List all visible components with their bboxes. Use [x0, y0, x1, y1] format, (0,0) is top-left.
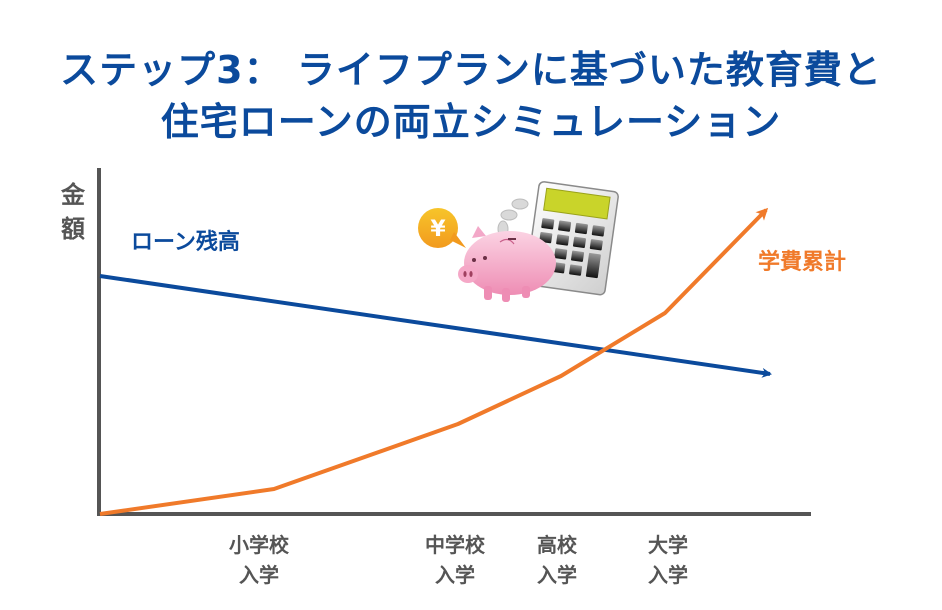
- y-axis-label-top: 金: [61, 181, 85, 209]
- xtick-line: 大学: [648, 533, 688, 557]
- yen-symbol: ¥: [430, 217, 446, 242]
- xtick-elementary: 小学校 入学: [214, 530, 304, 590]
- xtick-line: 入学: [648, 563, 688, 587]
- xtick-university: 大学 入学: [623, 530, 713, 590]
- y-axis-label: 金 額: [56, 178, 90, 246]
- xtick-line: 中学校: [425, 533, 485, 557]
- title-line-2: 住宅ローンの両立シミュレーション: [160, 100, 782, 144]
- xtick-line: 入学: [435, 563, 475, 587]
- xtick-line: 入学: [239, 563, 279, 587]
- yen-speech-bubble-icon: ¥: [418, 208, 466, 248]
- xtick-line: 入学: [537, 563, 577, 587]
- title-line-1: ステップ3： ライフプランに基づいた教育費と: [60, 48, 882, 92]
- tuition-cumulative-label: 学費累計: [758, 250, 847, 275]
- tuition-cumulative-line: [99, 207, 769, 516]
- xtick-junior-high: 中学校 入学: [410, 530, 500, 590]
- y-axis-label-bottom: 額: [61, 215, 85, 243]
- xtick-high-school: 高校 入学: [512, 530, 602, 590]
- piggy-bank-icon: [458, 226, 556, 302]
- xtick-line: 高校: [537, 533, 577, 557]
- savings-illustration: ¥: [418, 181, 619, 302]
- page-title: ステップ3： ライフプランに基づいた教育費と 住宅ローンの両立シミュレーション: [0, 44, 942, 148]
- xtick-line: 小学校: [229, 533, 289, 557]
- loan-balance-line: [99, 274, 772, 378]
- loan-balance-label: ローン残高: [131, 230, 240, 255]
